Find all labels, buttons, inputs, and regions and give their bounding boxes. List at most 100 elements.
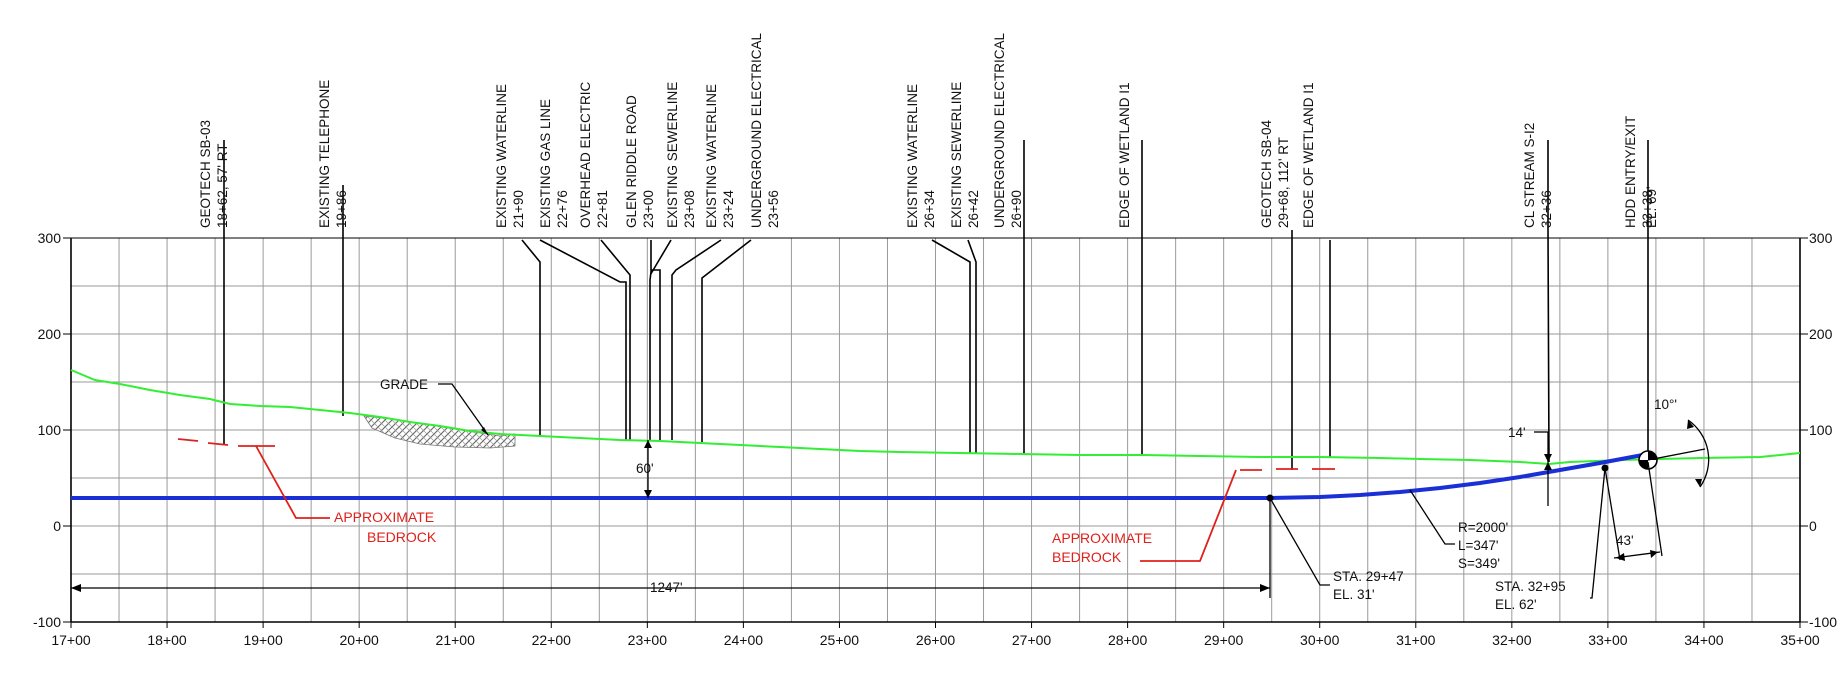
station-tick-label: 29+00 [1204, 632, 1244, 648]
elevation-tick-label: -100 [33, 614, 61, 630]
curve-span-label: S=349' [1458, 556, 1500, 571]
callout-label: EDGE OF WETLAND I1 [1117, 82, 1132, 228]
bedrock-label-right-1: APPROXIMATE [1052, 530, 1152, 546]
station-axis: 17+00 18+00 19+00 20+00 21+00 22+00 23+00 24+00… [51, 622, 1820, 648]
callout-label: UNDERGROUND ELECTRICAL [749, 32, 764, 228]
angle-10-label: 10°' [1654, 397, 1677, 412]
curve-data-leader [1409, 489, 1455, 545]
dim-43-offset [1604, 461, 1663, 561]
existing-grade-line [70, 369, 1801, 466]
grade-leader [438, 383, 489, 436]
callout-label: EXISTING TELEPHONE [317, 80, 332, 228]
angle-10-entry [1647, 419, 1710, 488]
hdd-bore-path [71, 452, 1649, 500]
bedrock-label-right-2: BEDROCK [1052, 549, 1122, 565]
callout-label: UNDERGROUND ELECTRICAL [992, 32, 1007, 228]
station-tick-label: 19+00 [243, 632, 283, 648]
callout-detail: 18+62, 57' RT [215, 143, 230, 228]
pt-station-leader [1590, 467, 1606, 599]
callout-detail: 32+36 [1539, 190, 1554, 228]
callout-detail: 19+86 [334, 190, 349, 228]
dim-14-cover [1534, 431, 1552, 506]
dim-60-cover [644, 440, 652, 498]
dim-60-label: 60' [636, 461, 654, 476]
pc-station-label: STA. 29+47 [1333, 569, 1404, 584]
callout-detail: 26+42 [966, 190, 981, 228]
callout-detail: 23+56 [766, 190, 781, 228]
station-tick-label: 27+00 [1012, 632, 1052, 648]
callout-detail: 33+38 [1640, 190, 1655, 228]
station-tick-label: 32+00 [1492, 632, 1532, 648]
station-tick-label: 20+00 [340, 632, 380, 648]
station-tick-label: 28+00 [1108, 632, 1148, 648]
callout-detail: 23+00 [641, 190, 656, 228]
pc-elevation-label: EL. 31' [1333, 587, 1375, 602]
bedrock-leader-right [1140, 469, 1237, 562]
station-tick-label: 26+00 [916, 632, 956, 648]
elevation-tick-label: 200 [38, 326, 62, 342]
fill-hatch-area [363, 415, 516, 449]
callout-label: HDD ENTRY/EXIT [1623, 116, 1638, 228]
bedrock-label-left-2: BEDROCK [367, 529, 437, 545]
callout-label: EXISTING GAS LINE [538, 99, 553, 228]
grade-label: GRADE [380, 377, 428, 392]
callout-detail: 26+34 [922, 190, 937, 228]
callout-label: GEOTECH SB-04 [1259, 119, 1274, 228]
callout-label: EL. 69' [1644, 186, 1659, 228]
bedrock-dashes-right [1240, 468, 1335, 471]
station-tick-label: 17+00 [51, 632, 91, 648]
station-tick-label: 34+00 [1684, 632, 1724, 648]
callout-detail: 29+68, 112' RT [1276, 137, 1291, 228]
callout-label: EXISTING SEWERLINE [665, 82, 680, 228]
curve-length-label: L=347' [1458, 538, 1499, 553]
elevation-tick-label: 100 [38, 422, 62, 438]
elevation-tick-label-right: -100 [1809, 614, 1837, 630]
station-tick-label: 18+00 [147, 632, 187, 648]
callout-detail: 21+90 [511, 190, 526, 228]
elevation-axis-left: 300 200 100 0 -100 [33, 230, 71, 630]
elevation-axis-right: 300 200 100 0 -100 [1800, 230, 1837, 630]
pt-elevation-label: EL. 62' [1495, 597, 1537, 612]
station-tick-label: 30+00 [1300, 632, 1340, 648]
callout-label: EXISTING SEWERLINE [949, 82, 964, 228]
callout-detail: 22+81 [595, 190, 610, 228]
profile-grid [70, 237, 1801, 623]
callout-label: EDGE OF WETLAND I1 [1301, 82, 1316, 228]
station-tick-label: 23+00 [628, 632, 668, 648]
callout-label: OVERHEAD ELECTRIC [578, 81, 593, 228]
elevation-tick-label-right: 200 [1809, 326, 1833, 342]
station-tick-label: 22+00 [532, 632, 572, 648]
callout-label: GLEN RIDDLE ROAD [624, 95, 639, 228]
dim-1247-length [71, 498, 1271, 598]
station-tick-label: 35+00 [1780, 632, 1820, 648]
callout-detail: 23+08 [682, 190, 697, 228]
station-tick-label: 24+00 [724, 632, 764, 648]
station-tick-label: 31+00 [1396, 632, 1436, 648]
callout-detail: 23+24 [721, 190, 736, 228]
utility-leader-lines [223, 140, 1649, 470]
callout-label: EXISTING WATERLINE [494, 84, 509, 228]
dim-14-label: 14' [1508, 425, 1526, 440]
bedrock-dashes-left [177, 438, 275, 447]
dim-43-label: 43' [1616, 533, 1634, 548]
curve-radius-label: R=2000' [1458, 520, 1508, 535]
station-tick-label: 33+00 [1588, 632, 1628, 648]
callout-label: EXISTING WATERLINE [905, 84, 920, 228]
pt-station-label: STA. 32+95 [1495, 579, 1566, 594]
station-tick-label: 25+00 [820, 632, 860, 648]
elevation-tick-label-right: 300 [1809, 230, 1833, 246]
dim-1247-label: 1247' [650, 580, 683, 595]
bedrock-label-left-1: APPROXIMATE [334, 509, 434, 525]
elevation-tick-label-right: 0 [1809, 518, 1817, 534]
pc-station-leader [1269, 497, 1330, 586]
callout-detail: 22+76 [555, 190, 570, 228]
callout-label: GEOTECH SB-03 [198, 120, 213, 228]
elevation-tick-label-right: 100 [1809, 422, 1833, 438]
utility-callouts: GEOTECH SB-03 18+62, 57' RT EXISTING TELEP… [198, 32, 1659, 228]
callout-label: CL STREAM S-I2 [1522, 123, 1537, 228]
callout-detail: 26+90 [1009, 190, 1024, 228]
elevation-tick-label: 0 [53, 518, 61, 534]
bedrock-leader-left [255, 445, 330, 519]
station-tick-label: 21+00 [436, 632, 476, 648]
